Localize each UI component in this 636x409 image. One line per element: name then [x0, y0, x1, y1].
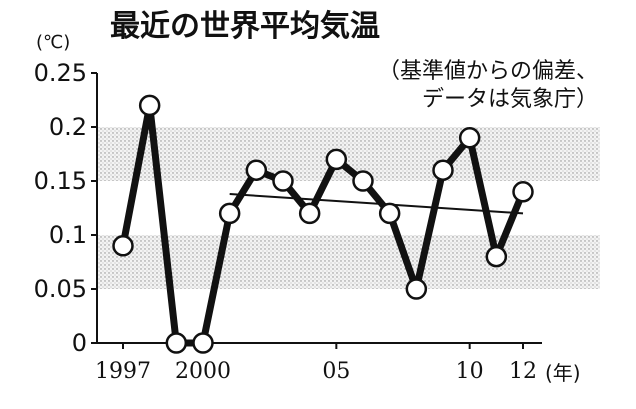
y-tick-label: 0.1 [49, 221, 87, 249]
y-axis-unit: (℃) [36, 32, 70, 53]
data-point [218, 202, 241, 225]
x-tick-label: 10 [456, 359, 484, 384]
data-point [192, 332, 214, 354]
trend-line [229, 192, 524, 215]
data-point [352, 170, 374, 192]
x-axis-unit: (年) [545, 361, 581, 385]
data-point [432, 159, 454, 181]
data-point [272, 170, 294, 192]
x-tick-label: 05 [322, 359, 350, 384]
data-point [298, 202, 321, 225]
x-tick-label: 1997 [95, 359, 151, 384]
data-point [405, 278, 428, 300]
data-point [245, 159, 268, 181]
y-tick-label: 0 [72, 329, 87, 357]
data-point [512, 181, 534, 203]
data-point [165, 332, 188, 354]
chart-subtitle-line-2: データは気象庁） [422, 87, 598, 112]
data-point [378, 202, 401, 225]
x-tick-label: 2000 [175, 359, 231, 384]
data-point [138, 94, 161, 117]
chart-title: 最近の世界平均気温 [110, 9, 380, 44]
y-tick-label: 0.05 [34, 275, 87, 303]
series-line [119, 101, 527, 347]
shaded-band [98, 235, 600, 289]
data-point [112, 235, 134, 257]
y-tick-label: 0.25 [34, 59, 87, 87]
y-tick-label: 0.2 [49, 113, 87, 141]
x-tick-label: 12 [509, 359, 537, 384]
data-point [485, 245, 508, 268]
chart-subtitle-line-1: （基準値からの偏差、 [378, 59, 598, 84]
data-point [325, 148, 348, 171]
y-tick-label: 0.15 [34, 167, 87, 195]
data-point [458, 127, 481, 149]
